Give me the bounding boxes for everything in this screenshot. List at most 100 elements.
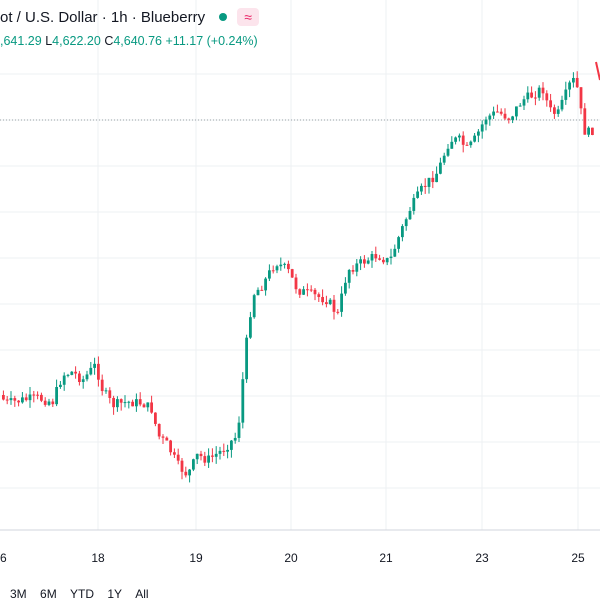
candle-body <box>230 440 233 450</box>
candle-body <box>180 460 184 472</box>
candle-body <box>492 111 495 116</box>
candle-body <box>488 115 492 120</box>
x-tick-label: 23 <box>475 551 489 565</box>
candle-body <box>271 270 275 272</box>
candle-body <box>427 177 431 187</box>
candle-body <box>351 270 355 272</box>
candle-body <box>237 422 241 438</box>
candle-body <box>298 289 302 295</box>
chart-title: ot / U.S. Dollar · 1h · Blueberry ≈ <box>0 6 260 28</box>
candle-body <box>127 401 131 403</box>
candle-body <box>112 397 115 408</box>
live-status-dot <box>219 13 228 21</box>
candle-body <box>165 437 169 441</box>
candle-body <box>568 82 571 90</box>
candle-body <box>28 394 32 401</box>
candle-body <box>108 390 112 398</box>
candle-body <box>47 401 51 405</box>
range-6m[interactable]: 6M <box>40 587 57 601</box>
candle-body <box>393 248 397 257</box>
candle-body <box>564 89 568 100</box>
candle-body <box>161 436 165 438</box>
candle-body <box>302 289 305 295</box>
symbol-title: ot / U.S. Dollar · 1h · Blueberry <box>0 8 206 26</box>
candle-body <box>423 185 427 187</box>
candle-body <box>245 337 248 380</box>
candle-body <box>169 440 172 453</box>
candle-body <box>340 293 343 312</box>
candle-body <box>408 210 412 220</box>
candle-body <box>450 141 454 149</box>
range-3m[interactable]: 3M <box>10 587 27 601</box>
candle-body <box>416 191 419 198</box>
x-tick-label: 18 <box>91 551 105 565</box>
candle-body <box>401 226 404 238</box>
candle-body <box>454 137 457 142</box>
candle-body <box>309 289 313 291</box>
candle-body <box>260 289 264 291</box>
candle-body <box>123 402 127 404</box>
candle-body <box>473 135 476 142</box>
candle-body <box>294 277 298 290</box>
candle-body <box>366 260 370 264</box>
candle-body <box>252 295 256 318</box>
candle-body <box>21 397 24 403</box>
ohlc-readout: ,641.29 L4,622.20 C4,640.76 +11.17 (+0.2… <box>0 34 258 48</box>
candle-body <box>150 402 153 413</box>
x-tick-label: 25 <box>571 551 585 565</box>
candle-body <box>13 398 17 401</box>
candle-body <box>157 423 161 437</box>
candle-body <box>226 449 229 452</box>
candle-body <box>420 185 423 192</box>
candle-body <box>518 105 522 107</box>
candle-body <box>214 453 218 457</box>
range-1y[interactable]: 1Y <box>107 587 122 601</box>
candle-body <box>211 455 214 457</box>
edge-candle <box>595 61 600 81</box>
candle-body <box>363 259 366 264</box>
candle-body <box>549 100 552 108</box>
candle-body <box>378 258 381 260</box>
candle-body <box>435 173 438 183</box>
range-all[interactable]: All <box>135 587 149 601</box>
candle-body <box>553 107 556 114</box>
candle-body <box>545 93 549 101</box>
candle-body <box>78 373 81 382</box>
candle-body <box>496 111 499 113</box>
candle-body <box>503 113 507 119</box>
candle-body <box>256 289 260 296</box>
candle-body <box>218 450 222 454</box>
candle-body <box>43 400 47 405</box>
candle-body <box>32 394 36 396</box>
candle-body <box>119 399 123 403</box>
range-ytd[interactable]: YTD <box>70 587 95 601</box>
candle-body <box>81 379 85 382</box>
candle-body <box>442 155 446 163</box>
candle-body <box>382 259 385 263</box>
candle-body <box>583 108 587 135</box>
ohlc-change: +11.17 (+0.24%) <box>165 34 258 48</box>
candle-body <box>131 401 134 407</box>
candle-body <box>142 404 146 408</box>
x-tick-label: 21 <box>379 551 393 565</box>
candle-body <box>89 367 93 375</box>
candle-body <box>146 402 150 408</box>
x-tick-label: 19 <box>189 551 203 565</box>
candle-body <box>62 375 66 385</box>
ohlc-close: 4,640.76 <box>113 34 163 48</box>
candle-body <box>515 106 518 117</box>
candle-body <box>397 237 400 249</box>
candle-body <box>287 263 290 270</box>
wave-icon[interactable]: ≈ <box>237 8 260 26</box>
candle-body <box>2 395 5 400</box>
candle-body <box>560 99 564 110</box>
candle-body <box>268 270 271 279</box>
candle-body <box>184 471 188 476</box>
candle-body <box>484 119 488 125</box>
chart-grid <box>0 0 600 531</box>
candle-body <box>511 116 514 120</box>
candle-body <box>477 131 480 136</box>
candle-body <box>534 97 537 99</box>
ohlc-low: 4,622.20 <box>52 34 101 48</box>
